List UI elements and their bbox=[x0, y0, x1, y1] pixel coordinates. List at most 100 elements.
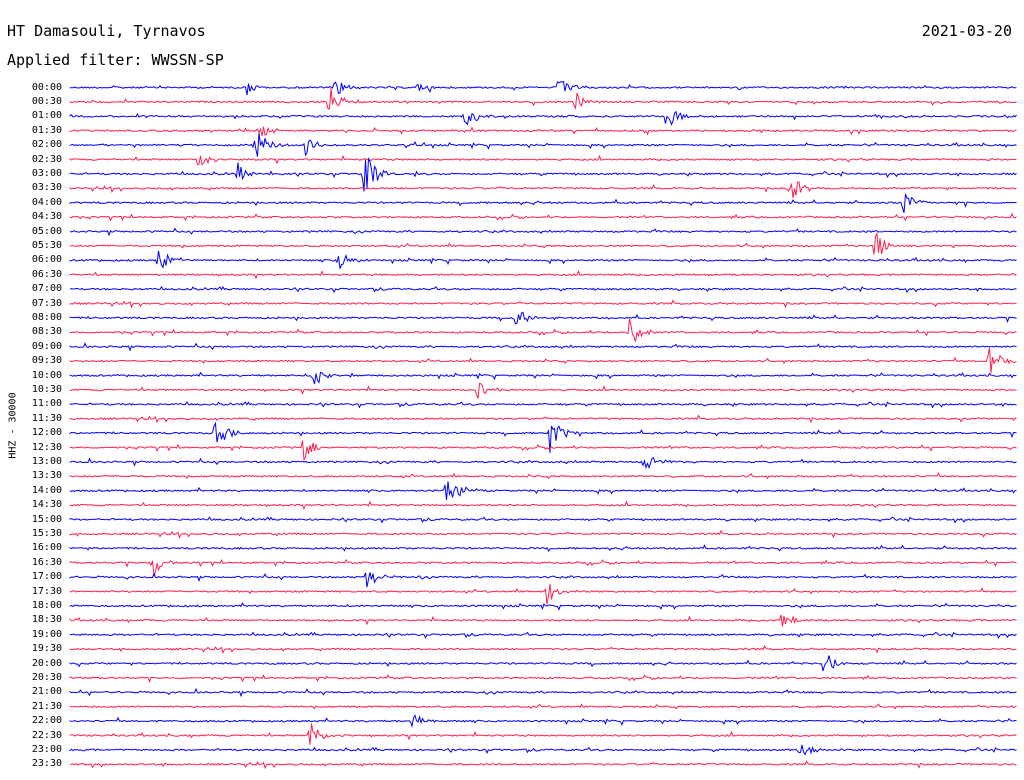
seismic-trace bbox=[69, 687, 1017, 698]
seismic-trace bbox=[69, 342, 1017, 352]
y-tick-label: 21:00 bbox=[31, 686, 62, 698]
y-tick-label: 23:30 bbox=[31, 758, 62, 770]
seismic-trace bbox=[69, 500, 1017, 511]
seismic-trace bbox=[69, 194, 1017, 213]
y-tick-label: 18:00 bbox=[31, 599, 62, 611]
seismic-trace bbox=[69, 516, 1017, 524]
seismic-trace bbox=[69, 703, 1017, 710]
y-tick-label: 02:30 bbox=[31, 153, 62, 165]
y-tick-label: 04:00 bbox=[31, 196, 62, 208]
seismic-trace bbox=[69, 347, 1017, 374]
seismic-trace bbox=[69, 311, 1017, 325]
seismic-trace bbox=[69, 674, 1017, 684]
y-tick-label: 10:00 bbox=[31, 369, 62, 381]
y-tick-label: 15:00 bbox=[31, 513, 62, 525]
seismic-trace bbox=[69, 655, 1017, 672]
seismic-trace bbox=[69, 457, 1017, 470]
seismic-trace bbox=[69, 285, 1017, 294]
y-tick-label: 00:30 bbox=[31, 95, 62, 107]
y-tick-label: 19:00 bbox=[31, 628, 62, 640]
seismic-trace bbox=[69, 631, 1017, 639]
seismic-trace bbox=[69, 440, 1017, 462]
seismic-trace bbox=[69, 401, 1017, 409]
y-tick-label: 09:30 bbox=[31, 355, 62, 367]
y-tick-label: 13:30 bbox=[31, 470, 62, 482]
seismic-trace bbox=[69, 744, 1017, 756]
seismic-trace bbox=[69, 181, 1017, 198]
seismic-trace bbox=[69, 132, 1017, 157]
y-tick-label: 01:00 bbox=[31, 110, 62, 122]
seismic-trace bbox=[69, 544, 1017, 552]
y-tick-label: 17:30 bbox=[31, 585, 62, 597]
y-tick-label: 18:30 bbox=[31, 614, 62, 626]
y-tick-label: 22:30 bbox=[31, 729, 62, 741]
y-tick-label: 08:30 bbox=[31, 326, 62, 338]
y-tick-label: 02:00 bbox=[31, 139, 62, 151]
seismic-trace bbox=[69, 157, 1017, 192]
seismic-trace bbox=[69, 529, 1017, 539]
y-tick-label: 17:00 bbox=[31, 571, 62, 583]
seismic-trace bbox=[69, 558, 1017, 577]
y-tick-label: 12:00 bbox=[31, 427, 62, 439]
chart-subtitle: Applied filter: WWSSN-SP bbox=[7, 51, 224, 69]
seismic-trace bbox=[69, 421, 1017, 453]
seismic-trace bbox=[69, 602, 1017, 611]
seismic-trace bbox=[69, 250, 1017, 269]
y-tick-label: 08:00 bbox=[31, 311, 62, 323]
seismic-trace bbox=[69, 371, 1017, 385]
y-tick-label: 20:30 bbox=[31, 671, 62, 683]
seismic-trace bbox=[69, 154, 1017, 166]
y-tick-label: 06:00 bbox=[31, 254, 62, 266]
y-tick-label: 04:30 bbox=[31, 211, 62, 223]
seismic-trace bbox=[69, 723, 1017, 745]
seismic-trace bbox=[69, 269, 1017, 280]
y-tick-label: 07:30 bbox=[31, 297, 62, 309]
seismic-trace bbox=[69, 614, 1017, 627]
seismic-trace bbox=[69, 318, 1017, 342]
seismic-trace bbox=[69, 382, 1017, 399]
seismic-trace bbox=[69, 471, 1017, 480]
seismic-trace bbox=[69, 88, 1017, 110]
y-tick-label: 03:00 bbox=[31, 167, 62, 179]
y-tick-label: 15:30 bbox=[31, 527, 62, 539]
y-tick-label: 19:30 bbox=[31, 643, 62, 655]
seismic-trace bbox=[69, 227, 1017, 237]
y-tick-label: 07:00 bbox=[31, 283, 62, 295]
y-tick-label: 00:00 bbox=[31, 81, 62, 93]
seismic-trace bbox=[69, 714, 1017, 728]
y-tick-label: 22:00 bbox=[31, 715, 62, 727]
y-tick-label: 11:00 bbox=[31, 398, 62, 410]
seismic-trace bbox=[69, 126, 1017, 136]
y-tick-label: 11:30 bbox=[31, 412, 62, 424]
seismic-trace bbox=[69, 584, 1017, 605]
y-tick-label: 09:00 bbox=[31, 340, 62, 352]
seismic-trace bbox=[69, 572, 1017, 588]
y-tick-label: 01:30 bbox=[31, 124, 62, 136]
y-tick-label: 20:00 bbox=[31, 657, 62, 669]
chart-date: 2021-03-20 bbox=[921, 22, 1012, 40]
y-tick-label: 21:30 bbox=[31, 700, 62, 712]
y-tick-label: 05:30 bbox=[31, 239, 62, 251]
y-tick-label: 23:00 bbox=[31, 743, 62, 755]
chart-title: HT Damasouli, Tyrnavos bbox=[7, 22, 206, 40]
seismic-trace bbox=[69, 110, 1017, 126]
seismic-trace bbox=[69, 212, 1017, 222]
y-tick-label: 14:30 bbox=[31, 499, 62, 511]
seismic-trace bbox=[69, 299, 1017, 309]
seismic-trace bbox=[69, 644, 1017, 654]
seismic-trace bbox=[69, 481, 1017, 500]
y-tick-label: 06:30 bbox=[31, 268, 62, 280]
y-tick-label: 16:00 bbox=[31, 542, 62, 554]
seismic-trace bbox=[69, 80, 1017, 96]
seismic-trace bbox=[69, 760, 1017, 770]
seismic-trace bbox=[69, 232, 1017, 255]
y-tick-label: 13:00 bbox=[31, 455, 62, 467]
y-tick-label: 16:30 bbox=[31, 556, 62, 568]
y-tick-label: 03:30 bbox=[31, 182, 62, 194]
y-tick-label: 05:00 bbox=[31, 225, 62, 237]
y-tick-label: 12:30 bbox=[31, 441, 62, 453]
seismic-trace bbox=[69, 414, 1017, 424]
y-tick-label: 14:00 bbox=[31, 484, 62, 496]
